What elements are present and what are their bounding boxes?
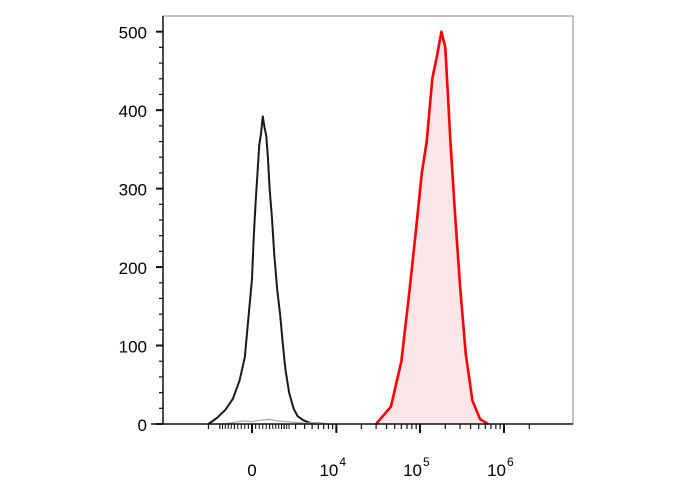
y-tick-label: 300 [119,181,147,200]
series-fills [376,31,489,424]
y-tick-label: 200 [119,259,147,278]
series-2-line [222,418,329,425]
series-lines [207,30,489,426]
y-tick-label: 500 [119,24,147,43]
series-1-line [375,30,489,426]
plot-frame [162,15,574,425]
x-tick-label-base: 10 [403,461,422,480]
x-tick-label-base: 10 [487,461,506,480]
series-1-fill [376,31,489,424]
y-tick-label: 0 [138,416,147,435]
x-tick-label-exponent: 5 [423,455,430,469]
series-0-line [207,115,316,425]
x-tick-label-exponent: 6 [507,455,514,469]
axes [151,15,574,433]
x-tick-label-exponent: 4 [339,455,346,469]
x-tick-label: 0 [247,461,256,480]
y-tick-label: 100 [119,338,147,357]
y-tick-label: 400 [119,102,147,121]
x-tick-label-base: 10 [319,461,338,480]
